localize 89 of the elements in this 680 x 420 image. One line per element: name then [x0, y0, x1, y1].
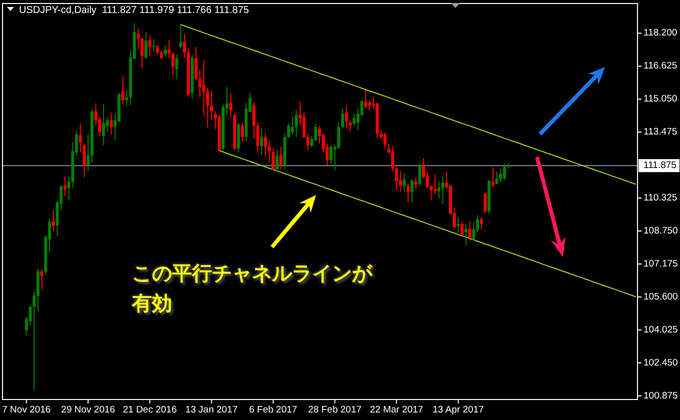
candlestick: [121, 76, 124, 106]
y-tick-label: 107.175: [644, 258, 678, 270]
candlestick: [140, 37, 144, 68]
candlestick: [418, 164, 422, 187]
candlestick: [398, 170, 402, 192]
y-tick-label: 105.600: [644, 291, 678, 302]
candlestick: [495, 170, 498, 185]
candlestick: [406, 183, 410, 204]
candlestick: [464, 224, 468, 246]
candlestick: [40, 268, 44, 290]
candlestick: [210, 90, 213, 121]
candlestick: [106, 116, 109, 133]
candlestick: [460, 220, 464, 236]
x-tick-label: 13 Apr 2017: [432, 404, 484, 416]
candlestick: [402, 173, 406, 192]
candlestick: [395, 166, 398, 191]
candlestick: [410, 178, 414, 202]
candlestick: [441, 176, 444, 205]
candlestick: [484, 192, 487, 214]
candlestick: [306, 133, 310, 151]
y-tick-label: 104.025: [644, 324, 678, 336]
y-tick-label: 118.200: [644, 28, 678, 39]
candlestick: [136, 28, 140, 50]
y-tick-label: 113.475: [644, 126, 678, 138]
y-tick-label: 108.750: [644, 226, 678, 237]
candlestick: [260, 128, 264, 156]
candlestick: [437, 180, 440, 200]
candlestick: [499, 168, 502, 184]
candlestick: [383, 132, 386, 150]
y-tick-label: 102.450: [644, 357, 678, 368]
annotation: この平行チャネルラインが有効: [132, 260, 374, 317]
candlestick: [63, 176, 66, 197]
x-tick-label: 13 Jan 2017: [185, 404, 238, 416]
candlestick: [110, 112, 113, 135]
candlestick: [78, 123, 82, 152]
candlestick: [264, 133, 267, 158]
candlestick: [194, 46, 198, 81]
x-tick-label: 29 Nov 2016: [61, 404, 116, 416]
y-tick-label: 115.050: [644, 94, 678, 105]
candlestick: [287, 123, 290, 138]
y-tick-label: 110.325: [644, 192, 678, 204]
candlestick: [179, 24, 182, 48]
candlestick: [502, 164, 506, 180]
candlestick: [341, 108, 344, 130]
candlestick: [314, 123, 318, 142]
candlestick: [456, 216, 460, 234]
candlestick: [302, 112, 306, 138]
y-tick-label: 100.875: [644, 390, 678, 402]
candlestick: [472, 222, 476, 242]
candlestick: [144, 32, 148, 60]
candlestick: [491, 166, 494, 188]
candlestick: [344, 104, 348, 130]
candlestick: [240, 122, 244, 142]
candlestick: [102, 104, 106, 146]
line-series: [180, 24, 636, 185]
candlestick: [82, 143, 86, 178]
candlestick: [175, 54, 178, 80]
candlestick: [468, 220, 472, 242]
candlestick: [348, 120, 352, 132]
candlestick: [330, 144, 332, 164]
candlestick: [368, 100, 372, 111]
candlestick: [171, 52, 174, 76]
x-tick-label: 6 Feb 2017: [249, 404, 298, 416]
candlestick: [364, 90, 368, 108]
candlestick: [279, 146, 282, 170]
candlestick: [182, 33, 186, 58]
candlestick: [168, 40, 171, 58]
candlestick: [434, 174, 437, 194]
candlestick: [276, 150, 279, 172]
candlestick: [152, 38, 156, 52]
candlestick: [414, 176, 418, 190]
candlestick: [480, 216, 483, 230]
chart-title: USDJPY-cd,Daily 111.827 111.979 111.766 111.875: [19, 5, 250, 16]
candlestick: [294, 110, 298, 138]
x-tick-label: 21 Dec 2016: [122, 404, 177, 416]
candlestick: [52, 210, 55, 232]
candlestick: [156, 44, 160, 56]
y-tick-label: 116.625: [644, 60, 678, 72]
ref-line-label: 111.875: [644, 160, 676, 172]
x-tick-label: 7 Nov 2016: [2, 404, 51, 416]
candlestick: [148, 34, 152, 56]
candlestick: [198, 70, 202, 98]
candlestick: [290, 116, 294, 136]
x-tick-label: 28 Feb 2017: [308, 404, 362, 416]
candlestick: [236, 122, 240, 154]
x-tick-label: 22 Mar 2017: [370, 404, 424, 416]
candlestick: [391, 146, 394, 172]
candlestick: [352, 113, 356, 128]
candlestick: [164, 44, 167, 58]
